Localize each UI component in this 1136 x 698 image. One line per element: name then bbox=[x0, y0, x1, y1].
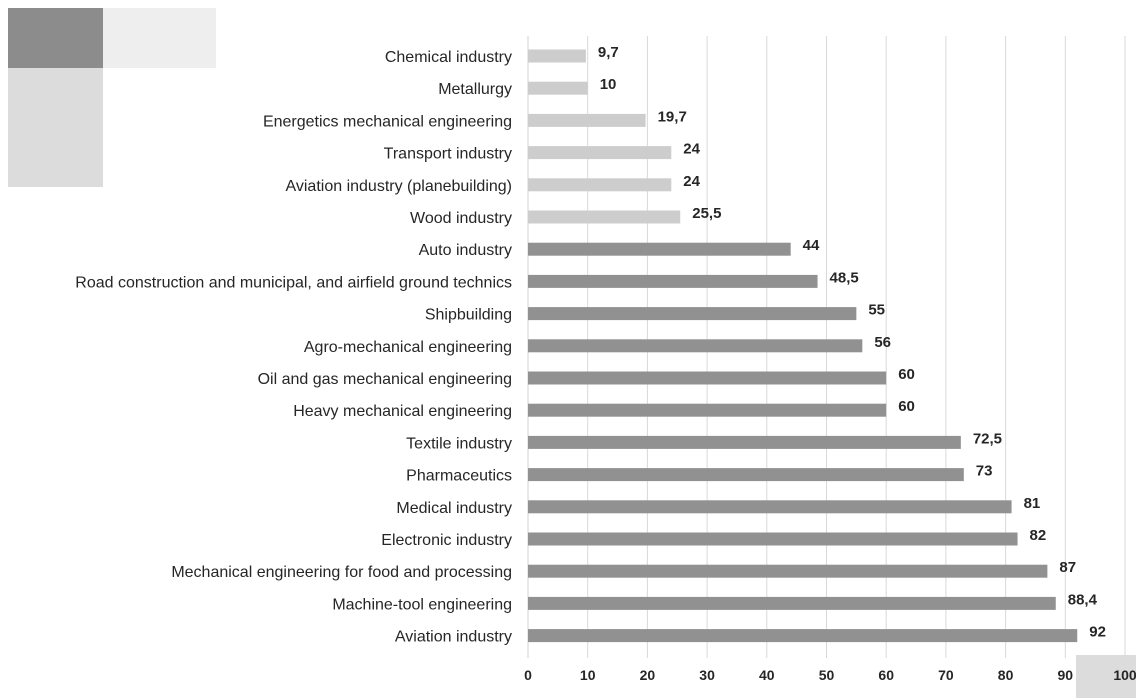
bar-5 bbox=[528, 210, 681, 224]
x-tick-30: 30 bbox=[699, 667, 715, 683]
value-label-10: 60 bbox=[898, 366, 915, 383]
value-label-17: 88,4 bbox=[1068, 591, 1098, 608]
category-label-11: Heavy mechanical engineering bbox=[293, 403, 512, 420]
category-label-4: Aviation industry (planebuilding) bbox=[285, 178, 512, 195]
x-tick-100: 100 bbox=[1113, 667, 1136, 683]
category-label-7: Road construction and municipal, and air… bbox=[75, 274, 512, 291]
value-label-4: 24 bbox=[683, 173, 700, 190]
x-tick-60: 60 bbox=[878, 667, 894, 683]
bar-16 bbox=[528, 564, 1048, 578]
category-label-12: Textile industry bbox=[406, 435, 512, 452]
bar-11 bbox=[528, 403, 887, 417]
bar-8 bbox=[528, 307, 857, 321]
value-label-7: 48,5 bbox=[830, 269, 859, 286]
bar-17 bbox=[528, 596, 1056, 610]
bar-15 bbox=[528, 532, 1018, 546]
category-label-2: Energetics mechanical engineering bbox=[263, 113, 512, 130]
value-label-2: 19,7 bbox=[658, 108, 687, 125]
value-label-12: 72,5 bbox=[973, 430, 1002, 447]
bar-7 bbox=[528, 274, 818, 288]
bar-12 bbox=[528, 435, 961, 449]
x-tick-90: 90 bbox=[1058, 667, 1074, 683]
bar-6 bbox=[528, 242, 791, 256]
bar-2 bbox=[528, 113, 646, 127]
value-label-8: 55 bbox=[868, 302, 885, 319]
category-label-15: Electronic industry bbox=[381, 532, 512, 549]
x-tick-80: 80 bbox=[998, 667, 1014, 683]
value-label-11: 60 bbox=[898, 398, 915, 415]
decor-square-pale bbox=[103, 8, 216, 68]
value-label-3: 24 bbox=[683, 141, 700, 158]
value-label-6: 44 bbox=[803, 237, 820, 254]
x-tick-0: 0 bbox=[524, 667, 532, 683]
bar-3 bbox=[528, 146, 672, 160]
category-labels: Chemical industry Metallurgy Energetics me… bbox=[75, 49, 512, 646]
category-label-0: Chemical industry bbox=[385, 49, 512, 66]
bar-9 bbox=[528, 339, 863, 353]
value-label-9: 56 bbox=[874, 334, 891, 351]
category-label-10: Oil and gas mechanical engineering bbox=[258, 371, 512, 388]
category-label-3: Transport industry bbox=[384, 146, 512, 163]
category-label-16: Mechanical engineering for food and proc… bbox=[171, 564, 512, 581]
value-label-13: 73 bbox=[976, 463, 993, 480]
category-label-8: Shipbuilding bbox=[425, 307, 512, 324]
x-tick-40: 40 bbox=[759, 667, 775, 683]
bar-0 bbox=[528, 49, 586, 63]
bar-10 bbox=[528, 371, 887, 385]
bar-4 bbox=[528, 178, 672, 192]
x-tick-70: 70 bbox=[938, 667, 954, 683]
x-tick-20: 20 bbox=[640, 667, 656, 683]
value-label-16: 87 bbox=[1059, 559, 1076, 576]
decor-square-light bbox=[8, 68, 103, 187]
value-label-1: 10 bbox=[600, 76, 617, 93]
x-tick-10: 10 bbox=[580, 667, 596, 683]
category-label-6: Auto industry bbox=[419, 242, 512, 259]
category-label-1: Metallurgy bbox=[438, 81, 512, 98]
x-tick-50: 50 bbox=[819, 667, 835, 683]
category-label-18: Aviation industry bbox=[395, 629, 512, 646]
category-label-17: Machine-tool engineering bbox=[332, 596, 512, 613]
value-label-15: 82 bbox=[1030, 527, 1047, 544]
category-label-9: Agro-mechanical engineering bbox=[304, 339, 512, 356]
decor-square-corner bbox=[1076, 655, 1136, 698]
value-labels: 9,7 10 19,7 24 24 25,5 44 48,5 55 56 60 60 72,5 73 81 8… bbox=[598, 44, 1106, 641]
value-label-18: 92 bbox=[1089, 624, 1106, 641]
bar-18 bbox=[528, 629, 1078, 643]
category-label-14: Medical industry bbox=[396, 500, 512, 517]
category-label-13: Pharmaceutics bbox=[406, 468, 512, 485]
bar-14 bbox=[528, 500, 1012, 514]
x-axis-ticks: 0 10 20 30 40 50 60 70 80 90 100 bbox=[524, 667, 1136, 683]
bars bbox=[528, 49, 1078, 643]
bar-13 bbox=[528, 468, 964, 482]
bar-1 bbox=[528, 81, 588, 95]
value-label-14: 81 bbox=[1024, 495, 1041, 512]
category-label-5: Wood industry bbox=[410, 210, 512, 227]
value-label-0: 9,7 bbox=[598, 44, 619, 61]
decor-square-dark bbox=[8, 8, 103, 68]
value-label-5: 25,5 bbox=[692, 205, 721, 222]
